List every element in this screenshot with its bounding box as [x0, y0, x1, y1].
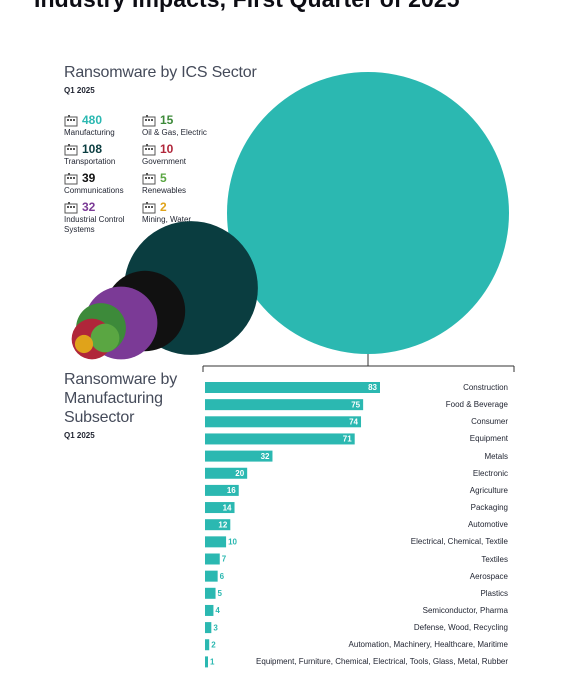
category-label: Consumer [471, 417, 508, 427]
category-label: Electrical, Chemical, Textile [410, 537, 508, 547]
mining-cart-icon [142, 201, 156, 214]
category-label: Plastics [480, 588, 508, 598]
subsector-period: Q1 2025 [64, 431, 95, 440]
category-label: Textiles [481, 554, 508, 564]
bar-value-label: 4 [215, 606, 220, 615]
legend-label: Mining, Water [142, 215, 192, 224]
bar [205, 416, 362, 428]
legend-value: 15 [160, 113, 174, 127]
category-label: Equipment [469, 434, 508, 444]
bar-value-label: 3 [213, 623, 218, 632]
legend-item: 108 Transportation [64, 142, 139, 167]
category-label: Automotive [467, 520, 508, 530]
subsector-title-line-3: Subsector [64, 409, 135, 426]
legend-label: Transportation [64, 157, 116, 166]
legend-label: Government [142, 157, 187, 166]
legend-value: 2 [160, 200, 167, 214]
legend-item: 10 Government [142, 142, 217, 167]
bar [205, 570, 218, 582]
category-label: Automation, Machinery, Healthcare, Marit… [348, 640, 508, 650]
category-label: Aerospace [469, 571, 508, 581]
legend-label: Manufacturing [64, 128, 115, 137]
bar [205, 622, 212, 634]
sector-period: Q1 2025 [64, 86, 95, 95]
subsector-title-line-1: Ransomware by [64, 371, 178, 388]
category-label: Equipment, Furniture, Chemical, Electric… [256, 657, 508, 667]
legend-value: 32 [82, 200, 96, 214]
legend-value: 108 [82, 142, 103, 156]
recycle-icon [142, 172, 156, 185]
legend-item: 32 Industrial Control Systems [64, 200, 139, 234]
bar-value-label: 16 [227, 486, 236, 495]
sector-bubble [90, 323, 120, 353]
bar-value-label: 12 [218, 520, 227, 529]
bar-value-label: 71 [343, 435, 352, 444]
legend-item: 15 Oil & Gas, Electric [142, 113, 217, 138]
category-label: Defense, Wood, Recycling [413, 623, 508, 633]
train-icon [64, 143, 78, 156]
legend-value: 5 [160, 171, 167, 185]
bar [205, 467, 248, 479]
bar [205, 450, 273, 462]
bar [205, 656, 208, 668]
sector-bubble [74, 334, 94, 354]
bar [205, 433, 355, 445]
bar-value-label: 14 [223, 503, 232, 512]
category-label: Packaging [470, 503, 508, 513]
bar-value-label: 83 [368, 383, 377, 392]
category-label: Agriculture [469, 485, 508, 495]
factory-icon [64, 114, 78, 127]
bar-value-label: 2 [211, 640, 216, 649]
bar [205, 502, 235, 514]
sector-chart-title: Ransomware by ICS Sector [64, 64, 257, 81]
category-label: Metals [484, 451, 508, 461]
legend-label: Oil & Gas, Electric [142, 128, 207, 137]
bar [205, 536, 227, 548]
bar-value-label: 5 [218, 589, 223, 598]
sector-bubble [227, 72, 509, 354]
legend-value: 480 [82, 113, 103, 127]
category-label: Food & Beverage [445, 400, 508, 410]
legend-item: 2 Mining, Water [142, 200, 217, 225]
bar [205, 604, 214, 616]
legend-label: Renewables [142, 186, 187, 195]
legend-item: 39 Communications [64, 171, 139, 196]
category-label: Construction [463, 383, 508, 392]
bar [205, 382, 380, 393]
bar-value-label: 32 [261, 452, 270, 461]
bar [205, 587, 216, 599]
antenna-icon [64, 172, 78, 185]
bar [205, 399, 364, 411]
government-building-icon [142, 143, 156, 156]
legend-label: Communications [64, 186, 124, 195]
bar-value-label: 20 [235, 469, 244, 478]
legend-item: 480 Manufacturing [64, 113, 139, 138]
bar-value-label: 10 [228, 538, 237, 547]
bar-value-label: 7 [222, 555, 227, 564]
bar [205, 519, 231, 531]
control-panel-icon [64, 201, 78, 214]
legend-label: Industrial Control Systems [64, 215, 125, 234]
page-title: Industry Impacts, First Quarter of 2025 [34, 0, 460, 13]
bar-value-label: 75 [351, 400, 360, 409]
bar [205, 484, 239, 496]
category-label: Semiconductor, Pharma [422, 605, 508, 615]
bar-value-label: 74 [349, 418, 358, 427]
power-tower-icon [142, 114, 156, 127]
legend-item: 5 Renewables [142, 171, 217, 196]
bar [205, 553, 220, 565]
bar [205, 639, 210, 651]
legend-value: 39 [82, 171, 96, 185]
subsector-chart-title: Ransomware by Manufacturing Subsector [64, 370, 177, 427]
bar-value-label: 1 [210, 658, 215, 667]
bar-value-label: 6 [220, 572, 225, 581]
subsector-title-line-2: Manufacturing [64, 390, 163, 407]
category-label: Electronic [472, 468, 508, 478]
legend-value: 10 [160, 142, 174, 156]
